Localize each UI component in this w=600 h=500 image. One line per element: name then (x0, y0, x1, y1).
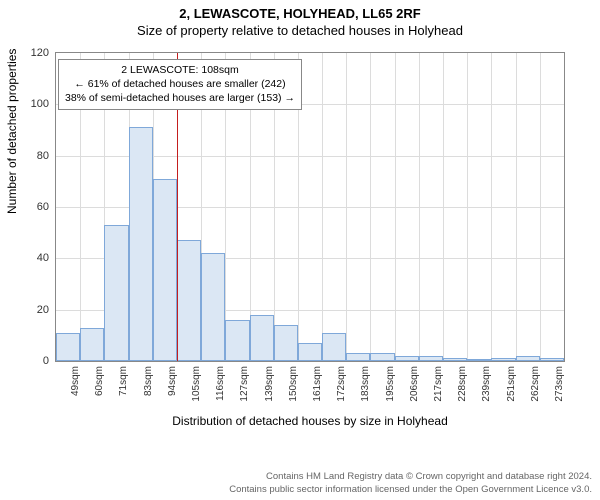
x-tick-label: 150sqm (288, 366, 299, 402)
histogram-bar (129, 127, 153, 361)
histogram-bar (201, 253, 225, 361)
callout-line-property: 2 LEWASCOTE: 108sqm (65, 63, 295, 77)
histogram-bar (225, 320, 249, 361)
histogram-bar (250, 315, 274, 361)
x-tick-label: 105sqm (191, 366, 202, 402)
histogram-bar (419, 356, 443, 361)
x-tick-label: 116sqm (215, 366, 226, 401)
x-tick-label: 183sqm (360, 366, 371, 402)
histogram-bar (298, 343, 322, 361)
callout-line-larger: 38% of semi-detached houses are larger (… (65, 91, 295, 105)
gridline-v (540, 53, 541, 361)
histogram-bar (516, 356, 540, 361)
gridline-v (491, 53, 492, 361)
callout-box: 2 LEWASCOTE: 108sqm← 61% of detached hou… (58, 59, 302, 110)
histogram-bar (370, 353, 394, 361)
histogram-bar (104, 225, 128, 361)
x-tick-label: 239sqm (481, 366, 492, 402)
chart-title-address: 2, LEWASCOTE, HOLYHEAD, LL65 2RF (0, 0, 600, 21)
footer-line-1: Contains HM Land Registry data © Crown c… (229, 471, 592, 483)
gridline-v (370, 53, 371, 361)
x-tick-label: 251sqm (506, 366, 517, 402)
y-tick-label: 120 (21, 47, 49, 59)
gridline-v (346, 53, 347, 361)
histogram-bar (177, 240, 201, 361)
x-tick-label: 161sqm (312, 366, 323, 402)
histogram-bar (443, 358, 467, 361)
histogram-bar (540, 358, 564, 361)
x-tick-label: 94sqm (167, 366, 178, 396)
y-tick-label: 100 (21, 98, 49, 110)
chart-subtitle: Size of property relative to detached ho… (0, 21, 600, 38)
gridline-v (467, 53, 468, 361)
y-tick-label: 0 (21, 355, 49, 367)
x-axis-label: Distribution of detached houses by size … (55, 414, 565, 428)
x-tick-label: 217sqm (433, 366, 444, 402)
gridline-v (443, 53, 444, 361)
histogram-bar (80, 328, 104, 361)
x-tick-label: 228sqm (457, 366, 468, 402)
footer-line-2: Contains public sector information licen… (229, 484, 592, 496)
gridline-v (395, 53, 396, 361)
gridline-v (516, 53, 517, 361)
y-tick-label: 80 (21, 150, 49, 162)
histogram-bar (467, 359, 491, 361)
histogram-bar (491, 358, 515, 361)
x-tick-label: 127sqm (239, 366, 250, 402)
histogram-bar (346, 353, 370, 361)
callout-line-smaller: ← 61% of detached houses are smaller (24… (65, 77, 295, 91)
histogram-bar (56, 333, 80, 361)
x-tick-label: 83sqm (143, 366, 154, 396)
gridline-v (419, 53, 420, 361)
histogram-chart: Number of detached properties 2 LEWASCOT… (55, 52, 565, 392)
x-tick-label: 262sqm (530, 366, 541, 402)
histogram-bar (395, 356, 419, 361)
x-tick-label: 273sqm (554, 366, 565, 402)
x-tick-label: 195sqm (385, 366, 396, 402)
x-tick-label: 60sqm (94, 366, 105, 396)
y-tick-label: 20 (21, 304, 49, 316)
attribution-footer: Contains HM Land Registry data © Crown c… (229, 471, 592, 496)
y-tick-label: 40 (21, 252, 49, 264)
x-tick-label: 172sqm (336, 366, 347, 402)
plot-area: 2 LEWASCOTE: 108sqm← 61% of detached hou… (55, 52, 565, 362)
histogram-bar (274, 325, 298, 361)
x-tick-label: 71sqm (118, 366, 129, 396)
y-axis-label: Number of detached properties (5, 49, 19, 214)
histogram-bar (153, 179, 177, 361)
histogram-bar (322, 333, 346, 361)
gridline-v (322, 53, 323, 361)
x-tick-label: 49sqm (70, 366, 81, 396)
x-tick-label: 139sqm (264, 366, 275, 402)
x-tick-label: 206sqm (409, 366, 420, 402)
y-tick-label: 60 (21, 201, 49, 213)
